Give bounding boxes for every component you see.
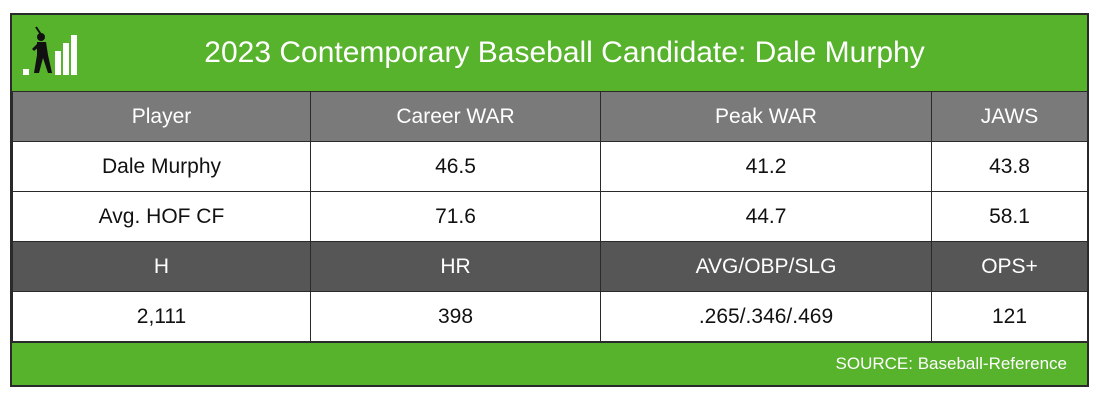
column-header: JAWS (931, 91, 1088, 142)
table-cell: 398 (310, 291, 601, 342)
table-cell: 44.7 (600, 191, 932, 242)
column-header: AVG/OBP/SLG (600, 241, 932, 292)
table-row: Dale Murphy 46.5 41.2 43.8 (12, 141, 1088, 192)
column-header: H (12, 241, 311, 292)
stats-card: 2023 Contemporary Baseball Candidate: Da… (10, 13, 1089, 387)
column-header: OPS+ (931, 241, 1088, 292)
table-row: Avg. HOF CF 71.6 44.7 58.1 (12, 191, 1088, 242)
column-header: Player (12, 91, 311, 142)
column-header: Peak WAR (600, 91, 932, 142)
source-footer: SOURCE: Baseball-Reference (12, 341, 1087, 385)
table-cell: 58.1 (931, 191, 1088, 242)
stats-table: Player Career WAR Peak WAR JAWS Dale Mur… (12, 91, 1088, 342)
table-cell: 43.8 (931, 141, 1088, 192)
table-cell: 41.2 (600, 141, 932, 192)
table-cell: 2,111 (12, 291, 311, 342)
table-cell: .265/.346/.469 (600, 291, 932, 342)
batter-bars-logo-icon (23, 26, 77, 75)
table-cell: 71.6 (310, 191, 601, 242)
table-header-row: Player Career WAR Peak WAR JAWS (12, 91, 1088, 142)
column-header: HR (310, 241, 601, 292)
title-banner: 2023 Contemporary Baseball Candidate: Da… (12, 15, 1087, 91)
table-cell: Avg. HOF CF (12, 191, 311, 242)
table-cell: Dale Murphy (12, 141, 311, 192)
column-header: Career WAR (310, 91, 601, 142)
table-cell: 121 (931, 291, 1088, 342)
table-cell: 46.5 (310, 141, 601, 192)
table-row: 2,111 398 .265/.346/.469 121 (12, 291, 1088, 342)
table-header-row: H HR AVG/OBP/SLG OPS+ (12, 241, 1088, 292)
source-credit: SOURCE: Baseball-Reference (835, 354, 1067, 373)
page-title: 2023 Contemporary Baseball Candidate: Da… (204, 36, 925, 69)
